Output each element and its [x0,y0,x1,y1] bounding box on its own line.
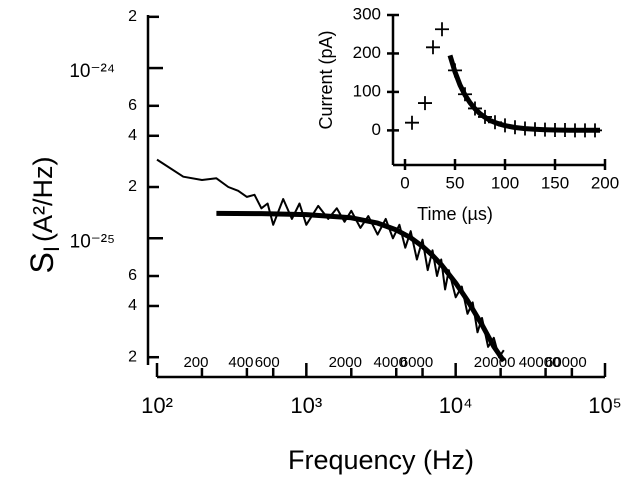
x-tick-label: 200 [183,354,208,371]
x-tick-label: 60000 [545,354,587,371]
y-label-subscript: I [39,246,64,252]
x-tick-label: 10³ [290,393,322,418]
y-axis-label: SI (A²/Hz) [24,157,63,274]
inset-x-tick-label: 100 [491,173,519,192]
y-tick-label: 6 [128,267,137,284]
y-tick-label: 4 [128,127,137,144]
inset-y-tick-label: 200 [353,43,381,62]
x-tick-label: 600 [255,354,280,371]
inset-y-tick-label: 0 [372,120,381,139]
inset-y-label: Current (pA) [316,30,336,129]
inset-x-tick-label: 50 [446,173,465,192]
y-tick-label: 4 [128,297,137,314]
x-tick-label: 10⁵ [588,393,622,418]
inset-x-tick-label: 0 [400,173,409,192]
data-line [216,210,506,363]
x-tick-label: 10² [141,393,173,418]
y-tick-label: 2 [128,8,137,25]
x-tick-label: 400 [228,354,253,371]
y-tick-label: 10⁻²⁵ [70,231,115,252]
y-label-symbol: S [24,252,60,273]
y-tick-label: 2 [128,348,137,365]
fit-line [447,54,600,133]
inset-y-tick-label: 300 [353,4,381,23]
plus-marker [435,22,449,37]
x-axis-label: Frequency (Hz) [288,445,474,475]
x-tick-label: 2000 [329,354,362,371]
plus-marker [426,40,440,55]
x-tick-label: 6000 [400,354,433,371]
y-label-unit: (A²/Hz) [28,157,58,242]
plus-marker [405,115,419,130]
inset-x-label: Time (µs) [417,204,493,224]
x-tick-label: 40000 [519,354,561,371]
y-tick-label: 2 [128,178,137,195]
plus-marker [418,96,432,111]
inset-y-tick-label: 100 [353,81,381,100]
inset-x-tick-label: 200 [591,173,619,192]
x-tick-label: 4000 [374,354,407,371]
y-tick-label: 10⁻²⁴ [69,61,115,82]
y-tick-label: 6 [128,97,137,114]
x-tick-label: 10⁴ [439,393,473,418]
x-tick-label: 20000 [474,354,516,371]
inset-x-tick-label: 150 [541,173,569,192]
